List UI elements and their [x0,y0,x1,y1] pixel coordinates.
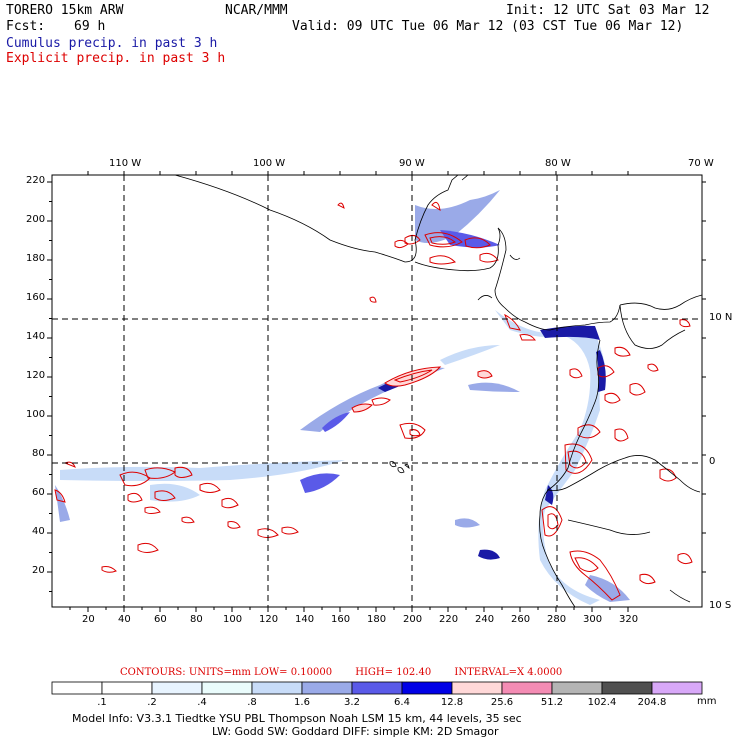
colorbar-swatch [501,681,553,695]
x-tick-label: 140 [295,614,315,625]
lon-label-80w: 80 W [545,158,571,169]
colorbar-tick-label: .4 [197,697,207,708]
x-tick-label: 20 [82,614,95,625]
y-tick-label: 40 [32,526,45,537]
y-tick-label: 20 [32,565,45,576]
colorbar-swatch [601,681,653,695]
lat-label-10s: 10 S [709,600,732,611]
cumulus-precip-areas [55,190,630,605]
y-tick-label: 120 [26,370,46,381]
x-tick-label: 60 [154,614,167,625]
lon-label-110w: 110 W [109,158,142,169]
colorbar-swatch [101,681,153,695]
colorbar-tick-label: .8 [247,697,257,708]
axis-ticks [47,171,706,612]
legend-explicit: Explicit precip. in past 3 h [6,51,226,66]
x-tick-label: 160 [331,614,351,625]
x-tick-label: 220 [439,614,459,625]
x-tick-label: 240 [475,614,495,625]
colorbar-tick-label: 102.4 [587,697,617,708]
x-tick-label: 180 [367,614,387,625]
lat-lon-grid [52,175,702,607]
colorbar-swatch [151,681,203,695]
lon-label-100w: 100 W [253,158,286,169]
colorbar-swatch [651,681,703,695]
colorbar-tick-label: 12.8 [440,697,464,708]
plot-frame [51,174,703,608]
x-tick-label: 120 [259,614,279,625]
x-tick-label: 300 [583,614,603,625]
lat-label-10n: 10 N [709,312,733,323]
y-tick-label: 140 [26,331,46,342]
colorbar-swatch [351,681,403,695]
lat-label-0: 0 [709,456,716,467]
x-tick-label: 280 [547,614,567,625]
colorbar-tick-label: 3.2 [344,697,360,708]
colorbar-unit: mm [697,696,717,707]
colorbar-swatch [51,681,103,695]
contours-label: CONTOURS: [120,667,186,678]
model-info: Model Info: V3.3.1 Tiedtke YSU PBL Thomp… [72,712,522,725]
colorbar-tick-label: .2 [147,697,157,708]
x-tick-label: 80 [190,614,203,625]
y-tick-label: 160 [26,292,46,303]
colorbar-swatch [551,681,603,695]
contours-low: LOW= 0.10000 [254,667,333,678]
contours-info: CONTOURS: UNITS=mm LOW= 0.10000 HIGH= 10… [120,668,562,678]
lon-label-70w: 70 W [688,158,714,169]
y-tick-label: 180 [26,253,46,264]
model-title: TORERO 15km ARW [6,3,124,18]
itcz-band-north [300,367,445,432]
y-tick-label: 200 [26,214,46,225]
coastlines [174,175,702,607]
colorbar-tick-label: .1 [97,697,107,708]
valid-time: Valid: 09 UTC Tue 06 Mar 12 (03 CST Tue … [292,19,684,34]
colorbar-tick-label: 204.8 [637,697,667,708]
model-info-physics: LW: Godd SW: Goddard DIFF: simple KM: 2D… [212,725,499,738]
x-tick-label: 260 [511,614,531,625]
colorbar-tick-label: 25.6 [490,697,514,708]
colorbar-tick-label: 6.4 [394,697,410,708]
colorbar-swatch [301,681,353,695]
y-tick-label: 80 [32,448,45,459]
org-label: NCAR/MMM [225,3,288,18]
x-tick-label: 40 [118,614,131,625]
y-tick-label: 100 [26,409,46,420]
x-tick-label: 100 [223,614,243,625]
y-tick-label: 220 [26,175,46,186]
contours-units: UNITS=mm [188,667,251,678]
colorbar-swatch [451,681,503,695]
x-tick-label: 320 [619,614,639,625]
y-tick-label: 60 [32,487,45,498]
colorbar-tick-label: 51.2 [540,697,564,708]
colorbar-swatch [201,681,253,695]
legend-cumulus: Cumulus precip. in past 3 h [6,36,218,51]
colorbar-swatch [401,681,453,695]
colorbar [51,681,703,695]
contours-interval: INTERVAL=X 4.0000 [454,667,563,678]
lon-label-90w: 90 W [399,158,425,169]
colorbar-swatch [251,681,303,695]
contours-high: HIGH= 102.40 [355,667,432,678]
colorbar-tick-label: 1.6 [294,697,310,708]
init-time: Init: 12 UTC Sat 03 Mar 12 [506,3,710,18]
forecast-hour: 69 h [74,19,106,34]
forecast-label: Fcst: [6,19,46,34]
x-tick-label: 200 [403,614,423,625]
